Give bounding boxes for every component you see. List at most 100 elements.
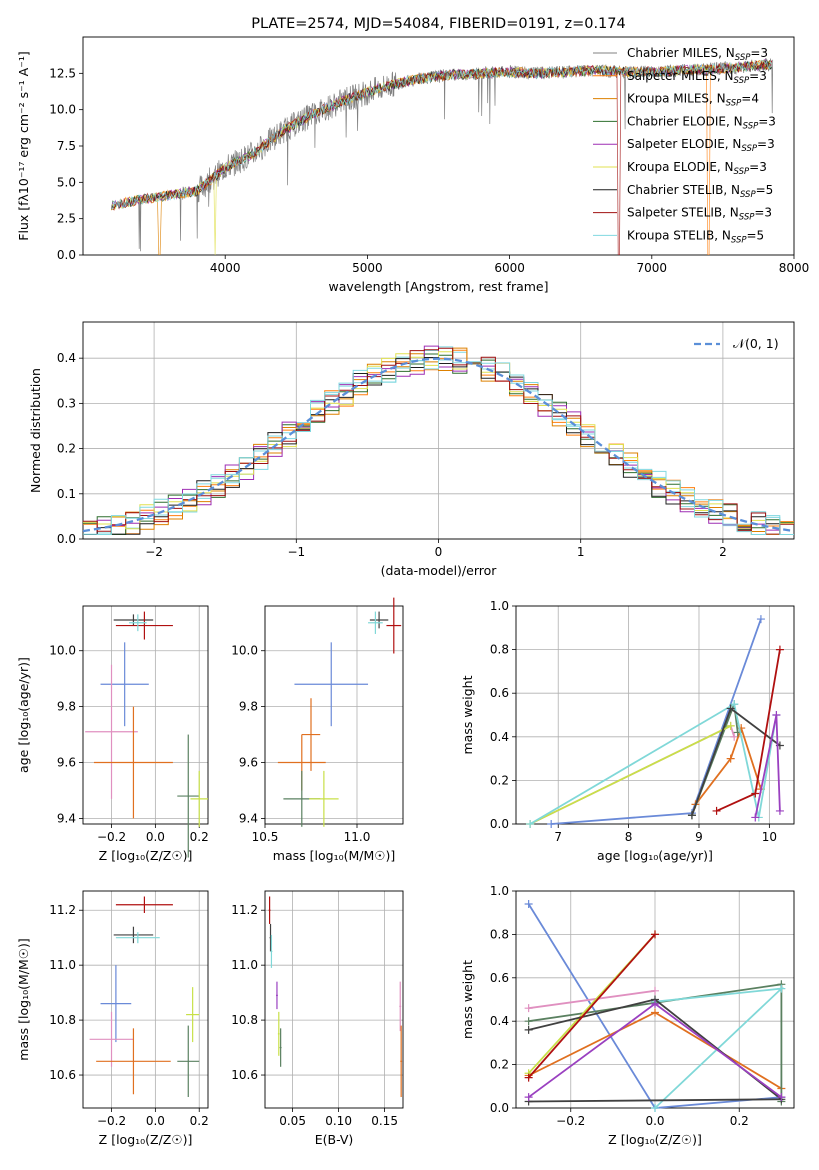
y-tick-label: 11.0 [49,958,76,972]
x-axis-label: (data-model)/error [381,563,498,578]
x-tick-label: 0.05 [279,1114,306,1128]
x-tick-label: 0.2 [190,830,209,844]
panel-3: −0.2 0.0 0.2 9.4 9.6 9.8 10.0 Z [log₁₀(Z/Z☉)] [49,605,209,863]
data-point [651,930,659,939]
panel-8: −0.2 0.0 0.2 0.0 0.2 0.4 0.6 0.8 1.0 Z [log₁₀(Z/Z… [490,884,795,1147]
legend-label: Salpeter MILES, NSSP=3 [627,69,767,86]
data-point [777,984,786,993]
y-tick-label: 1.0 [490,884,509,898]
x-tick-label: −0.2 [97,830,126,844]
y-axis-label: Flux [fλ10⁻¹⁷ erg cm⁻² s⁻¹ A⁻¹] [16,51,31,240]
plot-frame [515,605,795,825]
data-point [775,645,784,654]
y-tick-label: 11.2 [231,903,258,917]
series-line [529,702,778,825]
x-tick-label: 10.5 [252,830,279,844]
x-tick-label: 9 [695,830,703,844]
y-tick-label: 9.8 [57,700,76,714]
y-tick-label: 0.4 [490,730,509,744]
data-point [726,754,735,763]
series-line [694,725,762,805]
data-point [526,820,535,828]
x-axis-label: Z [log₁₀(Z/Z☉)] [99,848,193,863]
y-tick-label: 0.6 [490,971,509,985]
x-axis-label: wavelength [Angstrom, rest frame] [328,279,548,294]
panel-1: 4000 5000 6000 7000 8000 0.0 2.5 5.0 7.5 10.0 12.5… [49,36,810,294]
data-point [651,999,659,1008]
spectrum-model-line [111,60,773,255]
y-tick-label: 0.0 [490,1101,509,1115]
y-axis-label: Normed distribution [28,368,43,493]
y-tick-label: 9.4 [57,811,76,825]
y-tick-label: 10.6 [49,1068,76,1082]
data-point [777,1093,786,1102]
data-point [772,711,781,719]
y-tick-label: 0.1 [57,487,76,501]
legend-label: 𝒩(0, 1) [733,336,779,351]
y-axis-label: mass [log₁₀(M/M☉)] [16,938,31,1060]
y-tick-label: 11.0 [231,958,258,972]
x-tick-label: −1 [287,545,305,559]
series-line [716,649,781,812]
data-point [651,986,659,995]
x-tick-label: 7 [554,830,562,844]
legend-label: Kroupa ELODIE, NSSP=3 [627,160,767,177]
data-point [524,1093,533,1102]
x-tick-label: −0.2 [97,1114,126,1128]
y-tick-label: 0.2 [57,442,76,456]
data-point [730,732,739,741]
y-tick-label: 0.0 [57,248,76,262]
x-tick-label: 10 [762,830,777,844]
x-tick-label: 8000 [779,261,810,275]
spectrum-model-line [111,59,773,255]
data-point [726,721,735,730]
y-tick-label: 0.3 [57,396,76,410]
x-tick-label: 0 [435,545,443,559]
y-tick-label: 5.0 [57,175,76,189]
x-tick-label: −0.2 [556,1114,585,1128]
y-tick-label: 9.8 [239,700,258,714]
panel-5: 7 8 9 10 0.0 0.2 0.4 0.6 0.8 1.0 age [log₁₀(age/yr… [490,599,795,863]
x-tick-label: 7000 [637,261,668,275]
x-tick-label: 4000 [210,261,241,275]
legend-label: Chabrier MILES, NSSP=3 [627,46,768,63]
panel-6: −0.2 0.0 0.2 10.6 10.8 11.0 11.2 Z [log₁₀(Z/Z☉)… [49,890,209,1147]
data-point [524,1073,533,1082]
plot-frame [82,36,795,256]
panel-7: 0.05 0.10 0.15 10.6 10.8 11.0 11.2 E(B-V) [231,890,404,1147]
data-point [524,900,533,909]
legend-label: Salpeter STELIB, NSSP=3 [627,206,772,223]
spectrum-data-line [111,58,774,252]
y-tick-label: 0.6 [490,686,509,700]
plot-frame [264,890,404,1109]
spectrum-model-line [111,60,773,209]
x-tick-label: 5000 [352,261,383,275]
series-line [527,933,656,1079]
legend-label: Chabrier ELODIE, NSSP=3 [627,114,776,131]
plot-frame [82,605,209,825]
legend-label: Salpeter ELODIE, NSSP=3 [627,137,775,154]
x-axis-label: mass [log₁₀(M/M☉)] [273,848,395,863]
panel-2: −2 −1 0 1 2 0.0 0.1 0.2 0.3 0.4 (data-model)/error… [57,321,795,578]
x-axis-label: age [log₁₀(age/yr)] [597,848,713,863]
x-axis-label: Z [log₁₀(Z/Z☉)] [99,1132,193,1147]
legend-label: Kroupa MILES, NSSP=4 [627,92,759,109]
panel-4: 10.5 11.0 9.4 9.6 9.8 10.0 mass [log₁₀(M/M☉)] [231,597,404,863]
spectrum-model-line [111,59,773,255]
x-tick-label: 0.2 [190,1114,209,1128]
y-tick-label: 7.5 [57,139,76,153]
x-tick-label: 0.0 [146,1114,165,1128]
plot-frame [82,321,795,540]
y-tick-label: 0.2 [490,1058,509,1072]
data-point [547,820,556,828]
data-point [730,700,739,709]
y-tick-label: 10.8 [231,1013,258,1027]
x-tick-label: 2 [719,545,727,559]
data-point [524,1017,533,1026]
x-axis-label: E(B-V) [315,1132,354,1147]
data-point [756,615,765,624]
spectrum-model-line [111,59,773,211]
y-tick-label: 0.8 [490,927,509,941]
y-tick-label: 0.8 [490,643,509,657]
